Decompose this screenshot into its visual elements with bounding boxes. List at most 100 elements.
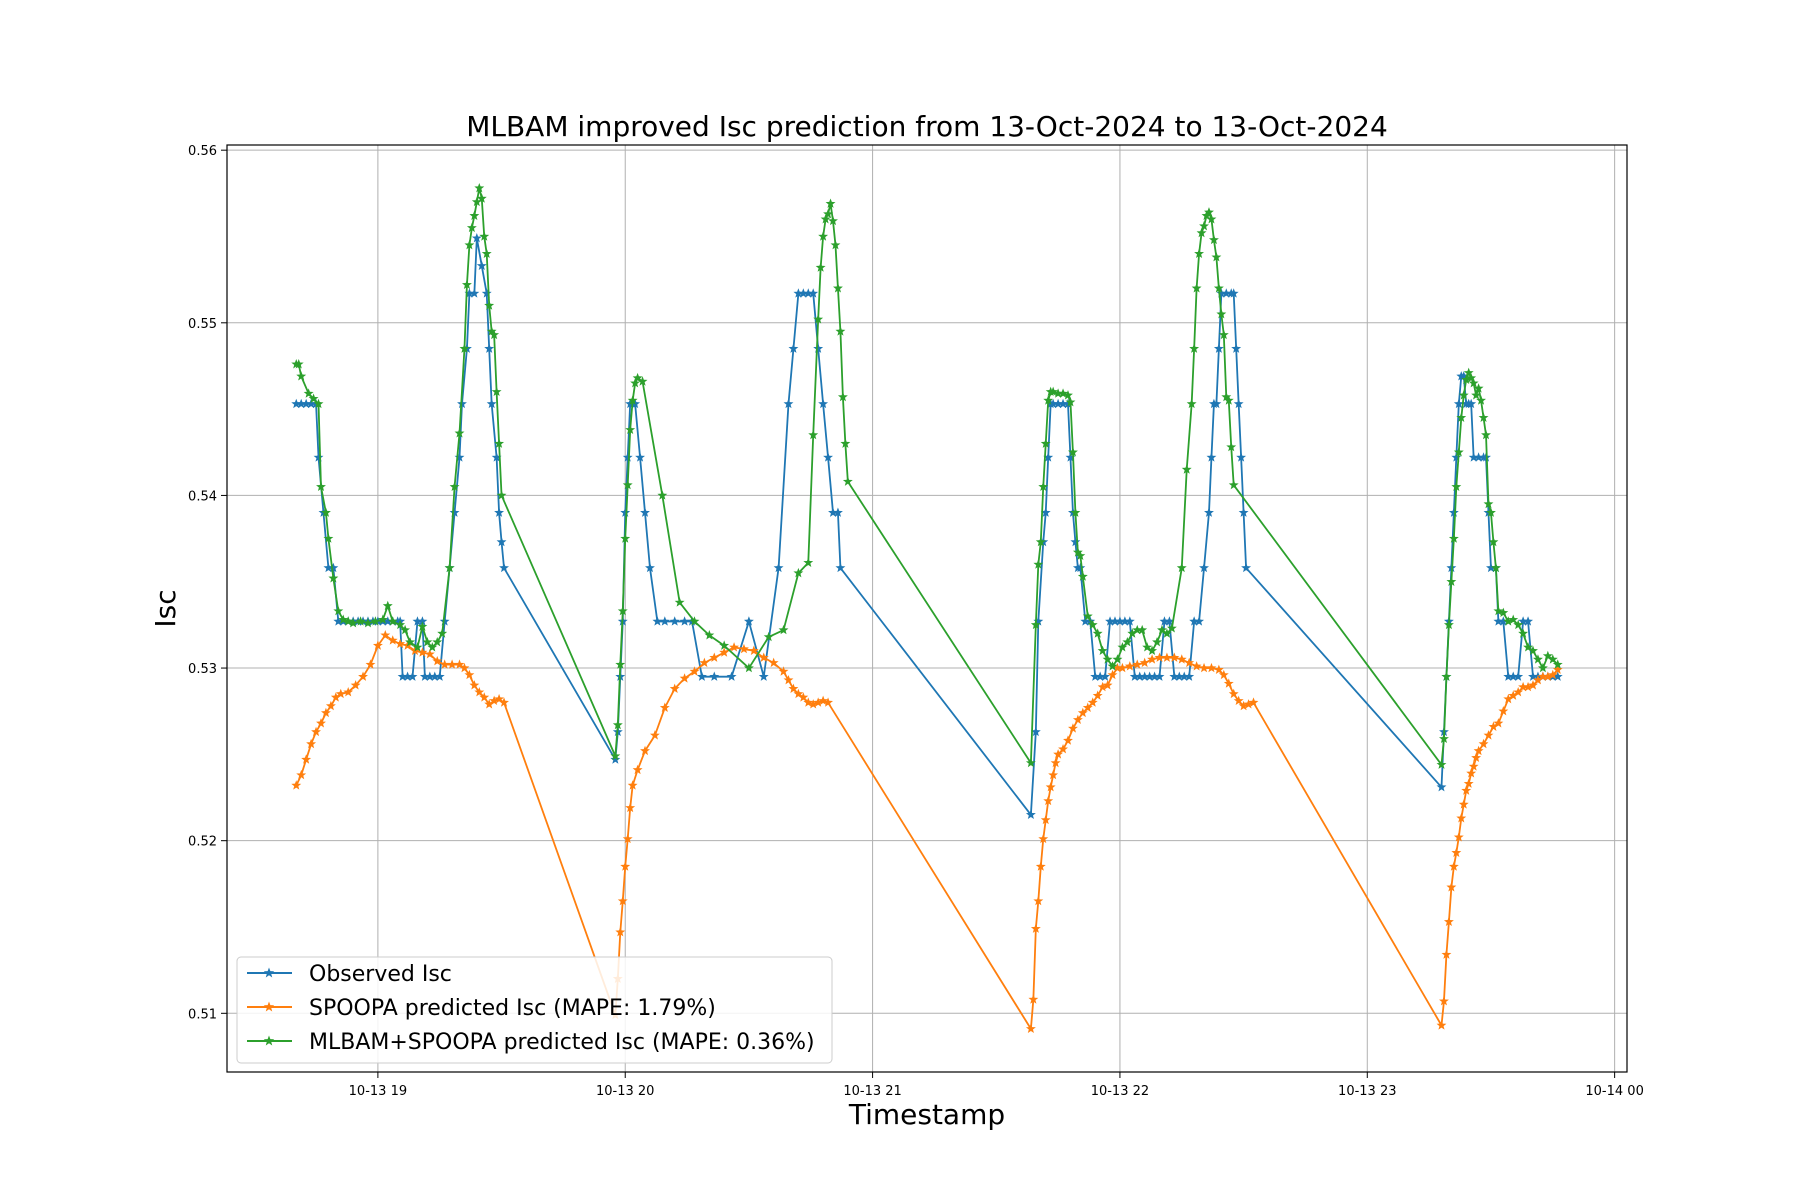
data-point [325, 700, 336, 711]
data-point [1100, 671, 1111, 681]
data-point [798, 692, 809, 702]
data-point [1481, 429, 1491, 440]
data-point [610, 754, 621, 764]
data-point [1476, 395, 1487, 405]
data-point [1191, 661, 1202, 671]
data-point [1552, 664, 1563, 674]
data-point [1493, 616, 1504, 626]
data-point [679, 673, 690, 683]
data-point [1038, 481, 1049, 492]
x-tick-label: 10-13 22 [1091, 1084, 1149, 1099]
x-tick-label: 10-14 00 [1585, 1084, 1643, 1099]
data-point [1456, 813, 1467, 823]
data-point [1169, 671, 1180, 681]
data-point [479, 231, 490, 241]
data-point [464, 288, 475, 298]
data-point [823, 452, 834, 462]
data-point [1228, 479, 1239, 490]
data-point [1443, 916, 1454, 927]
data-point [1463, 778, 1474, 788]
data-point [818, 398, 829, 409]
axis-ticks: 10-13 19 10-13 20 10-13 21 10-13 22 10-13 23… [188, 144, 1644, 1099]
data-point [1441, 949, 1452, 959]
legend: Observed Isc SPOOPA predicted Isc (MAPE: … [236, 956, 833, 1064]
data-point [1184, 657, 1195, 668]
data-point [1075, 550, 1086, 561]
data-point [320, 507, 331, 517]
data-point [649, 730, 660, 740]
data-point [1169, 652, 1180, 662]
data-point [1468, 452, 1479, 462]
data-point [1456, 412, 1467, 422]
data-point [303, 388, 314, 398]
legend-box [236, 956, 833, 1064]
data-point [469, 288, 480, 298]
y-tick-label: 0.52 [188, 835, 217, 850]
data-point [1102, 680, 1113, 690]
data-point [615, 926, 626, 937]
data-point [387, 616, 398, 626]
data-point [1513, 671, 1524, 681]
data-point [1446, 882, 1457, 892]
data-point [1053, 388, 1064, 398]
data-point [1478, 738, 1489, 749]
data-point [1132, 659, 1143, 669]
data-point [778, 624, 789, 635]
data-point [1206, 452, 1217, 462]
data-point [1043, 452, 1054, 462]
data-point [1129, 671, 1140, 681]
data-point [476, 260, 487, 271]
data-point [1097, 681, 1108, 692]
data-point [479, 692, 490, 702]
data-point [622, 479, 633, 490]
data-point [1179, 671, 1190, 681]
data-point [1191, 283, 1202, 293]
data-point [1542, 650, 1553, 661]
y-tick-label: 0.51 [188, 1007, 217, 1022]
data-point [1112, 654, 1123, 664]
data-point [328, 562, 339, 573]
data-point [424, 649, 435, 659]
data-point [1105, 616, 1115, 626]
data-point [1221, 288, 1232, 298]
data-point [610, 750, 621, 761]
data-point [803, 557, 814, 567]
data-point [1537, 662, 1548, 673]
data-point [424, 671, 435, 681]
data-point [449, 507, 460, 517]
data-point [1211, 252, 1222, 262]
data-point [1040, 507, 1051, 517]
data-point [1461, 374, 1472, 384]
data-point [1058, 398, 1068, 409]
data-point [763, 631, 774, 642]
data-point [1199, 220, 1209, 231]
data-point [699, 657, 710, 668]
data-point [494, 693, 505, 704]
data-point [1241, 562, 1252, 573]
data-point [494, 438, 505, 448]
series-2 [291, 630, 1563, 1034]
data-point [1446, 576, 1457, 586]
data-point [405, 636, 415, 647]
data-point [1161, 652, 1172, 662]
data-point [1189, 616, 1200, 626]
chart-title: MLBAM improved Isc prediction from 13-Oc… [466, 110, 1388, 143]
data-point [313, 452, 324, 462]
data-point [1176, 562, 1187, 573]
data-point [296, 371, 307, 381]
data-point [301, 754, 312, 764]
data-point [726, 671, 737, 681]
data-point [1208, 234, 1219, 245]
data-point [308, 393, 319, 403]
data-point [1523, 616, 1534, 626]
data-point [355, 616, 366, 626]
data-point [1117, 662, 1128, 673]
data-point [348, 617, 359, 628]
data-point [625, 424, 636, 435]
data-point [330, 692, 341, 702]
data-point [1181, 464, 1192, 474]
data-point [793, 688, 804, 699]
x-axis-title: Timestamp [848, 1098, 1005, 1131]
data-point [627, 780, 638, 790]
data-point [1204, 507, 1214, 517]
